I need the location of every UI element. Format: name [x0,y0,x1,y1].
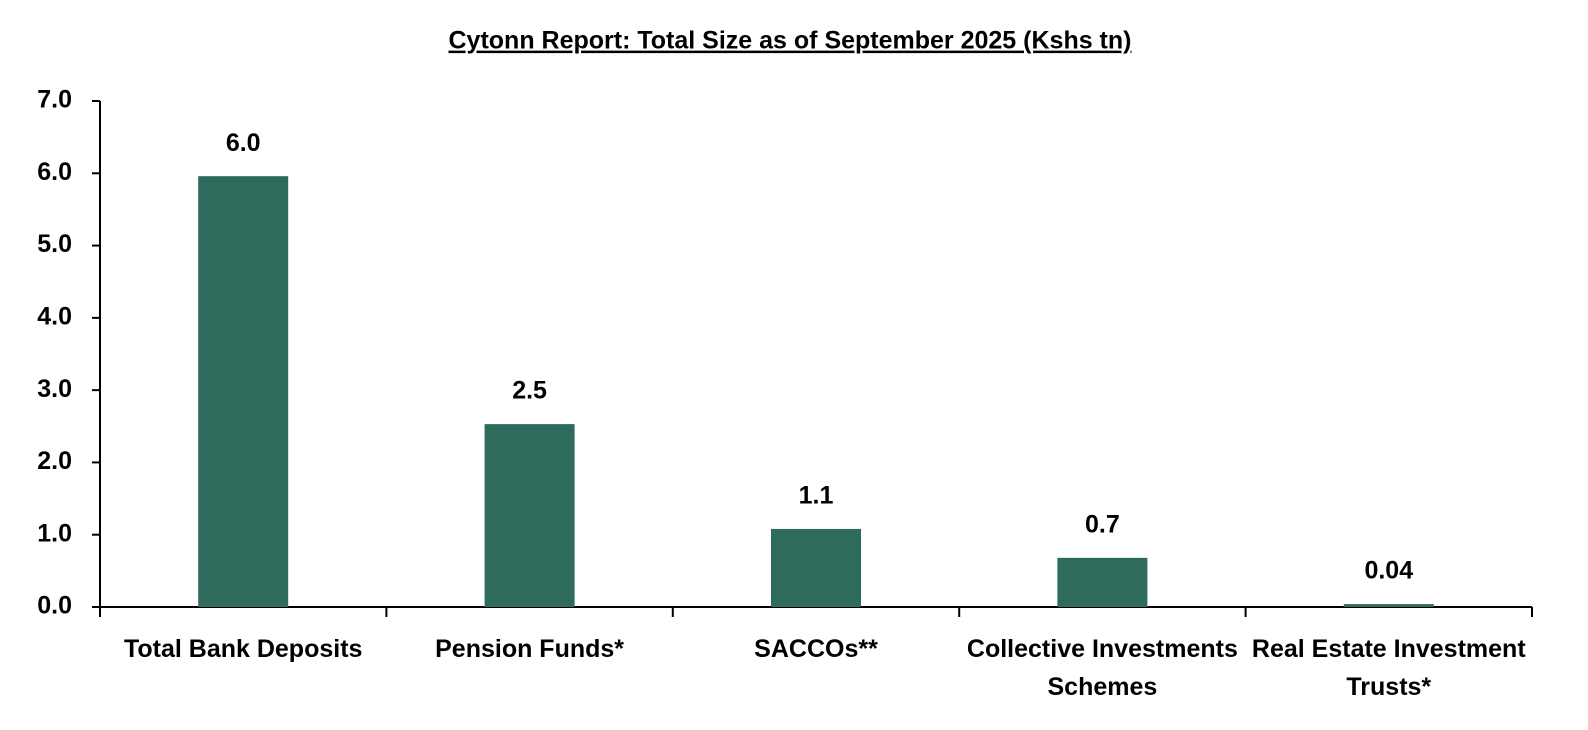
y-tick-label: 2.0 [37,447,72,475]
x-tick-label: Total Bank Deposits [123,635,363,663]
y-tick-label: 3.0 [37,375,72,403]
x-tick-label: Collective Investments Schemes [966,635,1238,701]
data-label: 0.7 [1085,510,1120,538]
y-tick-label: 7.0 [37,86,72,114]
y-tick-label: 1.0 [37,519,72,547]
x-tick-label: Pension Funds* [435,635,625,663]
data-label: 2.5 [512,377,547,405]
data-label: 1.1 [799,482,834,510]
bar [484,424,575,607]
chart-title: Cytonn Report: Total Size as of Septembe… [449,27,1132,55]
bar [1343,604,1434,607]
y-tick-label: 4.0 [37,302,72,330]
bar [771,528,861,607]
data-label: 6.0 [226,129,261,157]
bar [1057,557,1148,607]
y-tick-label: 5.0 [37,230,72,258]
x-tick-label: Real Estate Investment Trusts* [1251,635,1526,701]
bar [198,176,289,608]
x-tick-label: SACCOs** [754,635,878,663]
data-label: 0.04 [1364,557,1413,585]
y-tick-label: 6.0 [37,158,72,186]
y-tick-label: 0.0 [37,592,72,620]
